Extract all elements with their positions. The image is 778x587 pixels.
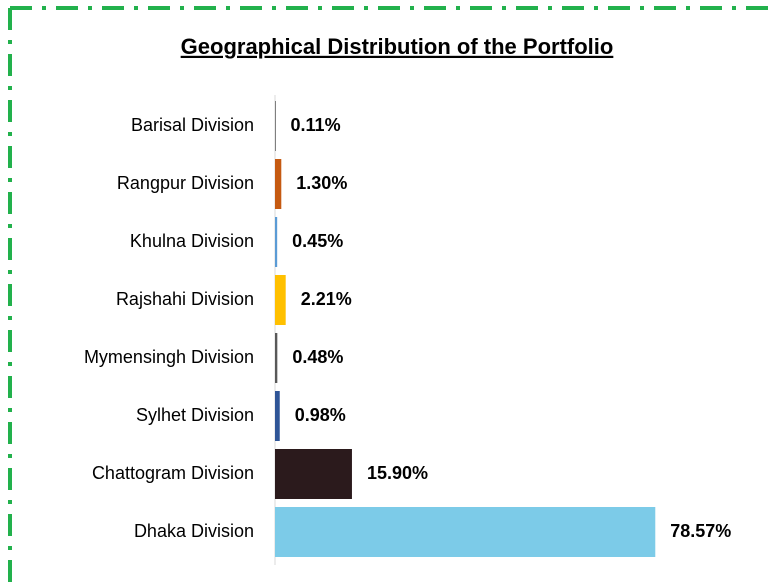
value-label: 2.21% — [301, 289, 352, 309]
bar — [275, 449, 352, 499]
bar — [275, 391, 280, 441]
value-label: 0.98% — [295, 405, 346, 425]
value-label: 15.90% — [367, 463, 428, 483]
chart-title: Geographical Distribution of the Portfol… — [181, 34, 614, 59]
bar — [275, 217, 278, 267]
category-label: Rajshahi Division — [116, 289, 254, 309]
value-label: 0.45% — [292, 231, 343, 251]
bar — [275, 333, 278, 383]
category-label: Dhaka Division — [134, 521, 254, 541]
category-label: Barisal Division — [131, 115, 254, 135]
value-label: 78.57% — [670, 521, 731, 541]
value-label: 1.30% — [296, 173, 347, 193]
bar — [275, 275, 286, 325]
value-label: 0.11% — [291, 115, 341, 135]
category-label: Mymensingh Division — [84, 347, 254, 367]
category-label: Chattogram Division — [92, 463, 254, 483]
category-label: Rangpur Division — [117, 173, 254, 193]
value-label: 0.48% — [292, 347, 343, 367]
bar — [275, 507, 656, 557]
category-label: Sylhet Division — [136, 405, 254, 425]
category-label: Khulna Division — [130, 231, 254, 251]
bar — [275, 159, 282, 209]
bar — [275, 101, 276, 151]
